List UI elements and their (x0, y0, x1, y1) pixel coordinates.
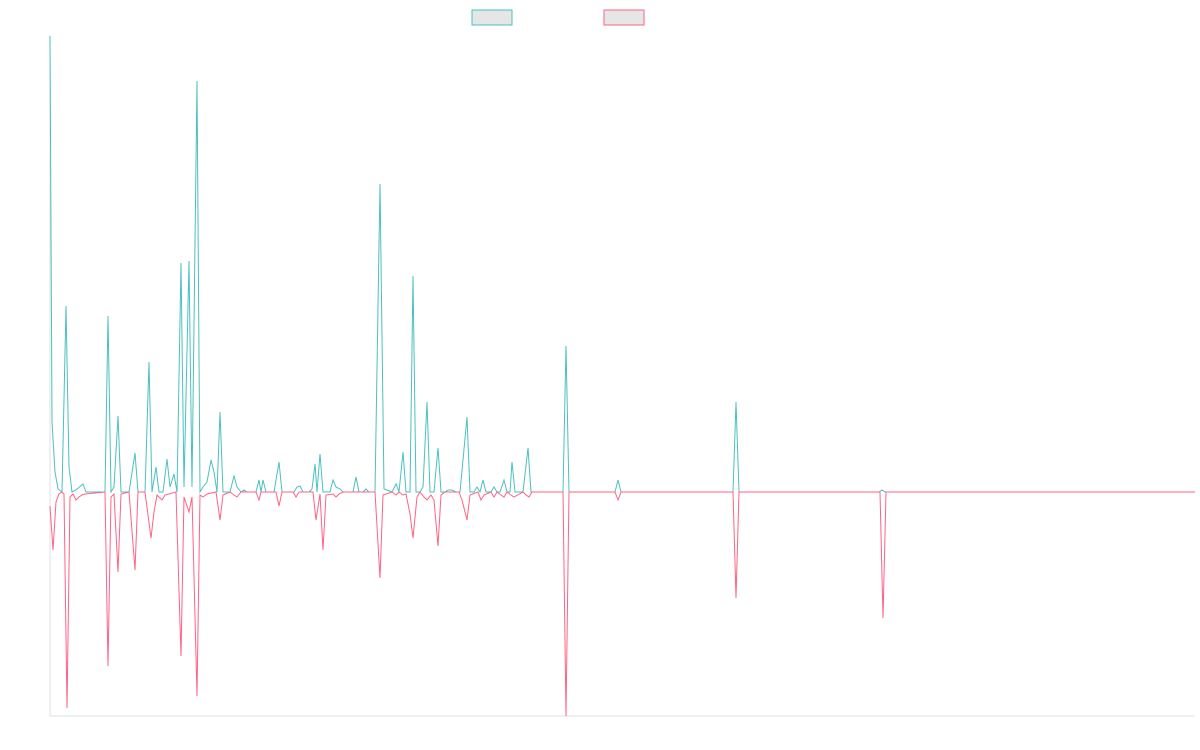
line-series (49, 491, 1195, 717)
line-series (49, 35, 1195, 494)
legend-swatch (603, 9, 645, 26)
legend-swatch (471, 9, 513, 26)
